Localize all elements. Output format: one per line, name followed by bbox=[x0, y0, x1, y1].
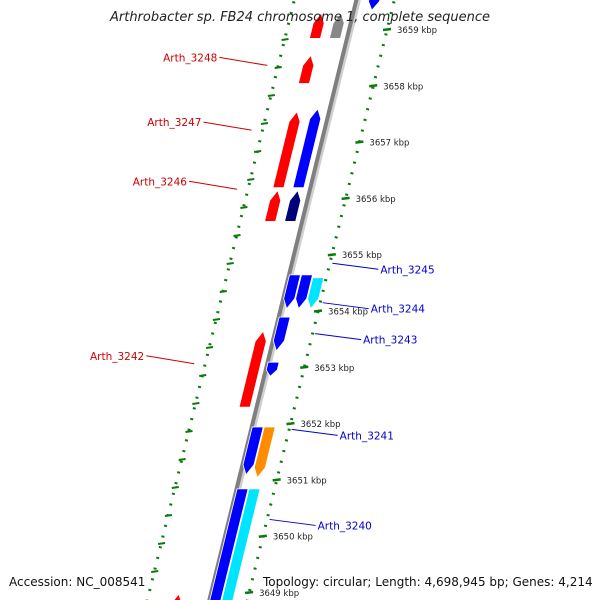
gene-label: Arth_3248 bbox=[163, 52, 217, 64]
kbp-label: 3657 kbp bbox=[369, 139, 409, 149]
kbp-label: 3651 kbp bbox=[287, 476, 327, 486]
label-leader bbox=[188, 180, 238, 190]
label-leader bbox=[219, 56, 268, 66]
kbp-tick bbox=[300, 365, 309, 370]
gene-label: Arth_3242 bbox=[90, 351, 144, 363]
kbp-label: 3652 kbp bbox=[300, 420, 340, 430]
guide-tick bbox=[253, 150, 262, 153]
guide-tick bbox=[219, 290, 227, 293]
kbp-label: 3658 kbp bbox=[383, 82, 423, 92]
map-title: Arthrobacter sp. FB24 chromosome 1, comp… bbox=[109, 10, 491, 25]
kbp-tick bbox=[258, 534, 268, 538]
gene-label: Arth_3247 bbox=[147, 117, 201, 129]
gene-arrow bbox=[265, 361, 280, 377]
guide-tick bbox=[260, 122, 269, 125]
label-leader bbox=[322, 302, 369, 310]
gene-arrow bbox=[238, 330, 267, 408]
gene-arrow bbox=[368, 0, 381, 12]
chromosome-backbone bbox=[207, 0, 359, 600]
gene-arrow bbox=[209, 488, 249, 600]
guide-tick bbox=[171, 486, 179, 489]
label-leader bbox=[315, 333, 362, 341]
guide-tick bbox=[233, 234, 241, 237]
guide-tick bbox=[199, 374, 207, 377]
gene-arrow bbox=[297, 54, 315, 84]
gene-arrow bbox=[307, 277, 325, 310]
gene-arrow bbox=[292, 107, 322, 189]
kbp-tick bbox=[341, 196, 350, 201]
guide-tick bbox=[212, 318, 221, 321]
guide-tick bbox=[185, 430, 193, 433]
guide-tick bbox=[247, 178, 255, 181]
gene-arrow bbox=[242, 426, 264, 476]
kbp-label: 3655 kbp bbox=[342, 251, 382, 261]
kbp-tick bbox=[286, 421, 295, 426]
kbp-tick bbox=[355, 140, 364, 144]
topology-label: Topology: circular; Length: 4,698,945 bp… bbox=[262, 575, 594, 589]
kbp-tick bbox=[382, 27, 392, 32]
left-dotted-guide bbox=[145, 0, 296, 600]
gene-arrow bbox=[328, 12, 345, 39]
guide-tick bbox=[178, 458, 186, 461]
label-leader bbox=[203, 121, 252, 131]
gene-arrow bbox=[308, 12, 325, 39]
guide-tick bbox=[281, 38, 289, 41]
gene-arrow bbox=[253, 426, 276, 479]
gene-label: Arth_3246 bbox=[133, 176, 188, 188]
gene-arrow bbox=[221, 488, 261, 600]
kbp-label: 3649 kbp bbox=[259, 589, 299, 599]
accession-label: Accession: NC_008541 bbox=[8, 575, 147, 589]
gene-arrow bbox=[173, 593, 182, 600]
gene-label: Arth_3241 bbox=[340, 430, 394, 442]
guide-tick bbox=[267, 94, 275, 97]
kbp-tick bbox=[369, 84, 378, 88]
gene-arrow bbox=[264, 189, 282, 222]
guide-tick bbox=[226, 262, 234, 265]
label-leader bbox=[269, 518, 316, 526]
kbp-tick bbox=[313, 309, 323, 313]
guide-tick bbox=[240, 206, 248, 209]
gene-arrow bbox=[284, 189, 302, 222]
kbp-label: 3654 kbp bbox=[328, 308, 368, 318]
gene-arrow bbox=[283, 274, 302, 310]
label-leader bbox=[146, 355, 195, 365]
gene-label: Arth_3240 bbox=[318, 520, 372, 532]
guide-tick bbox=[192, 402, 200, 405]
gene-label: Arth_3244 bbox=[371, 304, 426, 316]
kbp-label: 3656 kbp bbox=[356, 195, 396, 205]
label-leader bbox=[332, 262, 379, 270]
gene-label: Arth_3245 bbox=[380, 264, 434, 276]
guide-tick bbox=[274, 66, 282, 69]
kbp-tick bbox=[244, 590, 254, 595]
gene-label: Arth_3243 bbox=[363, 335, 417, 347]
kbp-label: 3653 kbp bbox=[314, 364, 354, 374]
gene-arrow bbox=[272, 316, 291, 352]
guide-tick bbox=[151, 570, 159, 573]
guide-tick bbox=[164, 514, 173, 517]
label-leader bbox=[291, 428, 338, 436]
guide-tick bbox=[157, 542, 166, 545]
kbp-tick bbox=[327, 252, 336, 257]
gene-arrow bbox=[295, 274, 314, 310]
guide-tick bbox=[205, 346, 214, 349]
kbp-label: 3650 kbp bbox=[273, 533, 313, 543]
kbp-label: 3659 kbp bbox=[397, 26, 437, 36]
kbp-tick bbox=[272, 478, 281, 482]
right-dotted-guide bbox=[245, 0, 396, 600]
gene-arrow bbox=[272, 110, 301, 189]
